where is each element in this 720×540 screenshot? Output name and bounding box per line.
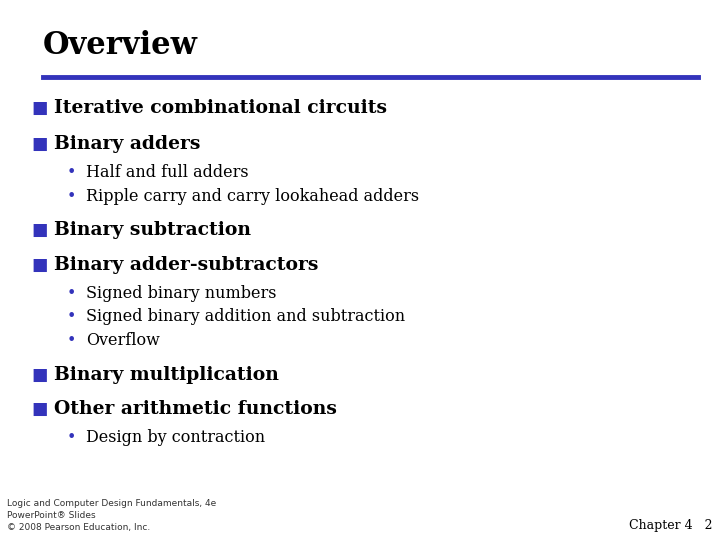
Text: Ripple carry and carry lookahead adders: Ripple carry and carry lookahead adders (86, 188, 420, 205)
Text: •: • (66, 286, 76, 301)
Text: Logic and Computer Design Fundamentals, 4e
PowerPoint® Slides
© 2008 Pearson Edu: Logic and Computer Design Fundamentals, … (7, 500, 217, 532)
Text: ■: ■ (31, 221, 48, 239)
Text: Chapter 4   2: Chapter 4 2 (629, 519, 713, 532)
Text: •: • (66, 189, 76, 204)
Text: ■: ■ (31, 366, 48, 384)
Text: •: • (66, 165, 76, 180)
Text: ■: ■ (31, 99, 48, 117)
Text: Other arithmetic functions: Other arithmetic functions (54, 400, 337, 418)
Text: Half and full adders: Half and full adders (86, 164, 249, 181)
Text: •: • (66, 333, 76, 348)
Text: •: • (66, 430, 76, 445)
Text: ■: ■ (31, 255, 48, 274)
Text: Binary adder-subtractors: Binary adder-subtractors (54, 255, 318, 274)
Text: Binary multiplication: Binary multiplication (54, 366, 279, 384)
Text: ■: ■ (31, 135, 48, 153)
Text: Binary subtraction: Binary subtraction (54, 221, 251, 239)
Text: Signed binary addition and subtraction: Signed binary addition and subtraction (86, 308, 405, 326)
Text: Overview: Overview (43, 30, 198, 60)
Text: •: • (66, 309, 76, 325)
Text: Signed binary numbers: Signed binary numbers (86, 285, 277, 302)
Text: Design by contraction: Design by contraction (86, 429, 266, 446)
Text: Overflow: Overflow (86, 332, 161, 349)
Text: Iterative combinational circuits: Iterative combinational circuits (54, 99, 387, 117)
Text: ■: ■ (31, 400, 48, 418)
Text: Binary adders: Binary adders (54, 135, 200, 153)
